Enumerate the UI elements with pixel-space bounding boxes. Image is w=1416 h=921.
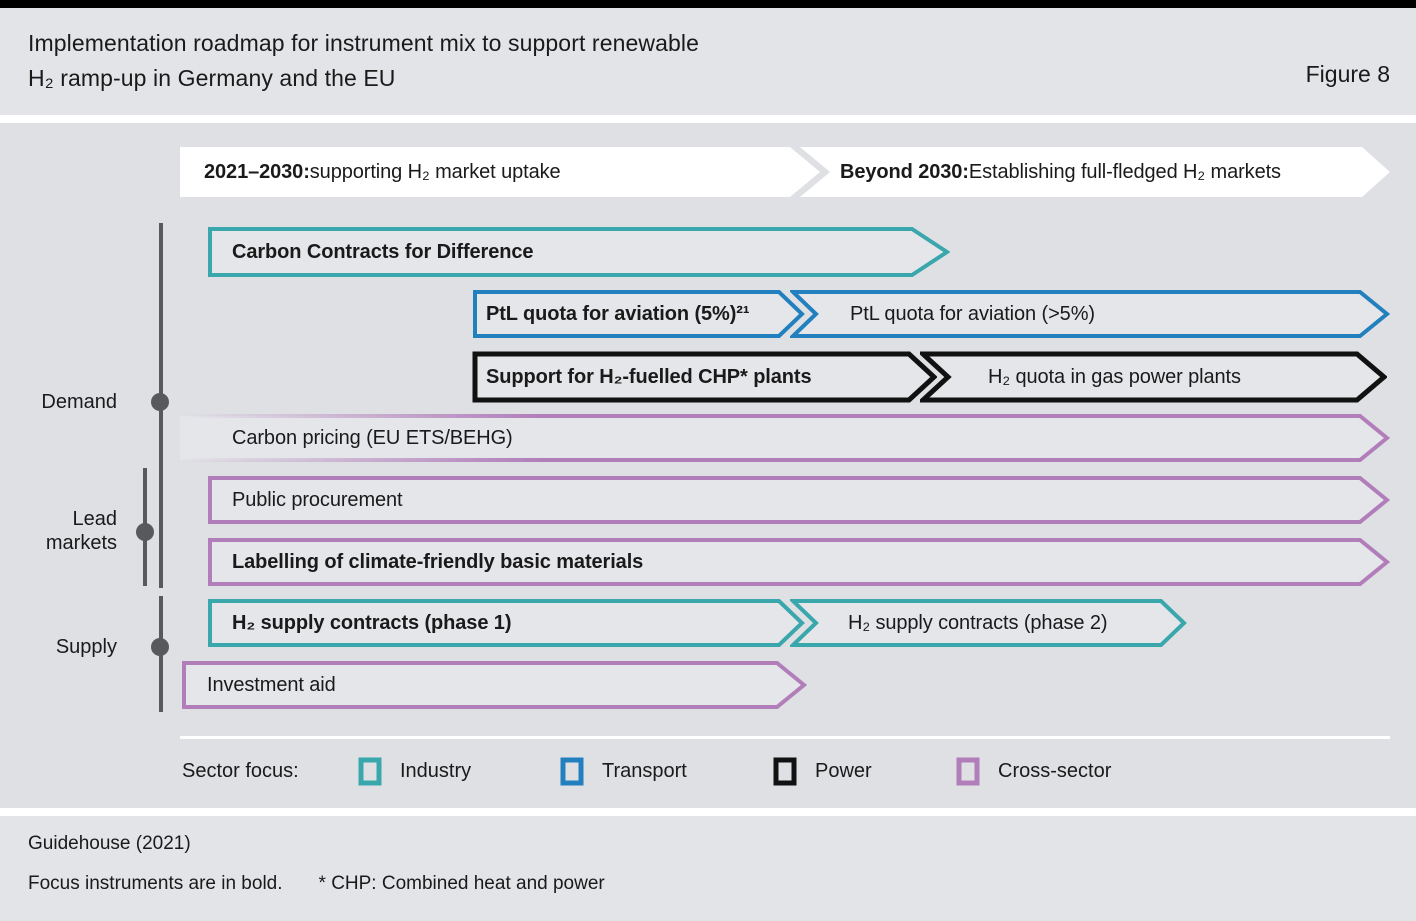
bar-ptl-quota-phase1-label: PtL quota for aviation (5%)²¹ xyxy=(486,302,750,325)
bar-h2-supply-contracts-phase1-label: H₂ supply contracts (phase 1) xyxy=(232,611,512,634)
figure-number: Figure 8 xyxy=(1305,61,1390,87)
legend-swatch-cross-sector xyxy=(956,757,980,786)
source-text: Guidehouse (2021) xyxy=(28,833,191,854)
timeline-phase1-arrow: 2021–2030: supporting H₂ market uptake xyxy=(180,147,820,197)
chp-footnote-text: * CHP: Combined heat and power xyxy=(318,873,605,894)
legend-label-power: Power xyxy=(815,759,872,782)
supply-dot xyxy=(151,638,169,656)
bar-investment-aid: Investment aid xyxy=(181,660,807,710)
timeline-phase2-desc: Establishing full-fledged H₂ markets xyxy=(968,160,1281,183)
timeline-phase1-shape xyxy=(180,147,820,197)
legend-swatch-industry xyxy=(358,757,382,786)
timeline-phase1-desc: supporting H₂ market uptake xyxy=(309,160,561,183)
bar-carbon-contracts-label: Carbon Contracts for Difference xyxy=(232,240,534,263)
bar-labelling-basic-materials-label: Labelling of climate-friendly basic mate… xyxy=(232,550,644,573)
header-separator xyxy=(0,115,1416,123)
demand-dot xyxy=(151,393,169,411)
timeline-phase2-shape xyxy=(800,147,1390,197)
bar-chp-support-phase1-label: Support for H₂-fuelled CHP* plants xyxy=(486,365,812,388)
group-label-demand: Demand xyxy=(41,391,117,413)
bar-public-procurement-label: Public procurement xyxy=(232,488,403,511)
legend-label-transport: Transport xyxy=(602,759,687,782)
figure-title: Implementation roadmap for instrument mi… xyxy=(28,26,1128,96)
bar-labelling-basic-materials: Labelling of climate-friendly basic mate… xyxy=(207,537,1390,587)
timeline-phase1-period: 2021–2030: xyxy=(204,160,310,183)
lead-markets-dot xyxy=(136,523,154,541)
legend-label-industry: Industry xyxy=(400,759,472,782)
bar-carbon-pricing: Carbon pricing (EU ETS/BEHG) xyxy=(180,413,1390,463)
group-label-lead-markets: Lead markets xyxy=(45,508,117,554)
bar-carbon-pricing-label: Carbon pricing (EU ETS/BEHG) xyxy=(232,426,513,449)
legend-swatch-power xyxy=(773,757,797,786)
timeline-phase2-period: Beyond 2030: xyxy=(840,160,969,183)
bar-public-procurement: Public procurement xyxy=(207,475,1390,525)
figure-title-line1: Implementation roadmap for instrument mi… xyxy=(28,30,699,56)
top-accent-bar xyxy=(0,0,1416,8)
legend-title: Sector focus: xyxy=(182,759,299,782)
bar-h2-quota-gas-power-label: H₂ quota in gas power plants xyxy=(988,365,1241,388)
bar-h2-quota-gas-power: H₂ quota in gas power plants xyxy=(920,351,1387,403)
figure-title-line2: H₂ ramp-up in Germany and the EU xyxy=(28,65,396,91)
timeline-phase2-label: Beyond 2030: Establishing full-fledged H… xyxy=(800,147,1390,197)
bar-ptl-quota-phase2-label: PtL quota for aviation (>5%) xyxy=(850,302,1095,325)
bar-h2-supply-contracts-phase2-label: H₂ supply contracts (phase 2) xyxy=(848,611,1108,634)
legend-label-cross-sector: Cross-sector xyxy=(998,759,1112,782)
footer-separator xyxy=(0,808,1416,816)
bar-h2-supply-contracts-phase1: H₂ supply contracts (phase 1) xyxy=(207,598,805,648)
legend-swatch-transport xyxy=(560,757,584,786)
bar-ptl-quota-phase2: PtL quota for aviation (>5%) xyxy=(790,289,1390,339)
bar-h2-supply-contracts-phase2: H₂ supply contracts (phase 2) xyxy=(790,598,1187,648)
legend-separator xyxy=(180,736,1390,739)
bar-carbon-contracts-for-difference: Carbon Contracts for Difference xyxy=(207,226,950,278)
bar-investment-aid-label: Investment aid xyxy=(207,673,336,696)
note-text: Focus instruments are in bold. xyxy=(28,873,283,894)
timeline-phase2-arrow: Beyond 2030: Establishing full-fledged H… xyxy=(800,147,1390,197)
timeline-phase1-label: 2021–2030: supporting H₂ market uptake xyxy=(180,147,820,197)
bar-chp-support-phase1: Support for H₂-fuelled CHP* plants xyxy=(472,351,937,403)
group-label-supply: Supply xyxy=(55,636,117,658)
footnotes: Focus instruments are in bold. * CHP: Com… xyxy=(28,873,605,895)
bar-ptl-quota-phase1: PtL quota for aviation (5%)²¹ xyxy=(472,289,805,339)
